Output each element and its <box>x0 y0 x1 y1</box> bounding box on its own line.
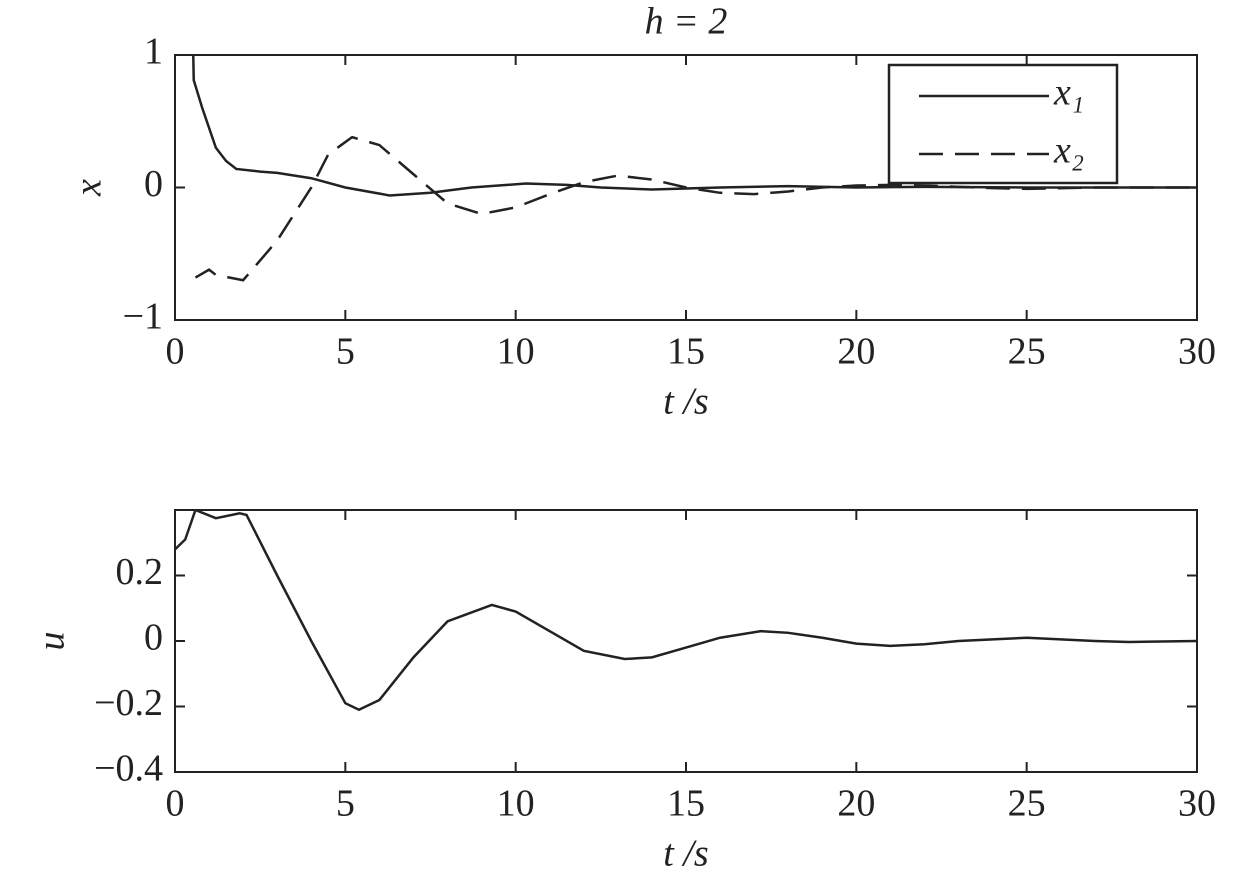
x-tick-label: 15 <box>667 331 705 373</box>
legend-label: x₁ <box>1053 72 1084 114</box>
y-tick-label: −0.2 <box>94 682 163 724</box>
x-tick-label: 5 <box>336 331 355 373</box>
x-tick-label: 25 <box>1008 331 1046 373</box>
y-tick-label: −0.4 <box>94 748 163 790</box>
x-axis-label: t /s <box>663 833 708 875</box>
x-tick-label: 20 <box>837 783 875 825</box>
y-tick-label: 0 <box>144 163 163 205</box>
x-tick-label: 15 <box>667 783 705 825</box>
data-line <box>194 135 1197 282</box>
x-tick-label: 5 <box>336 783 355 825</box>
y-tick-label: 0 <box>144 617 163 659</box>
chart-title: h = 2 <box>645 1 728 43</box>
x-tick-label: 30 <box>1178 783 1216 825</box>
y-tick-label: 0.2 <box>116 551 164 593</box>
x-tick-label: 0 <box>166 783 185 825</box>
axes-box <box>174 509 1198 773</box>
y-tick-label: −1 <box>123 296 163 338</box>
x-tick-label: 10 <box>497 331 535 373</box>
y-tick-label: 1 <box>144 31 163 73</box>
x-tick-label: 0 <box>166 331 185 373</box>
x-tick-label: 10 <box>497 783 535 825</box>
data-line <box>192 55 1197 197</box>
legend-label: x₂ <box>1053 130 1084 172</box>
x-tick-label: 20 <box>837 331 875 373</box>
x-axis-label: t /s <box>663 381 708 423</box>
data-line <box>175 510 1197 712</box>
y-axis-label: u <box>31 632 73 651</box>
x-tick-label: 30 <box>1178 331 1216 373</box>
x-tick-label: 25 <box>1008 783 1046 825</box>
legend-box <box>887 63 1119 185</box>
y-axis-label: x <box>68 179 110 197</box>
